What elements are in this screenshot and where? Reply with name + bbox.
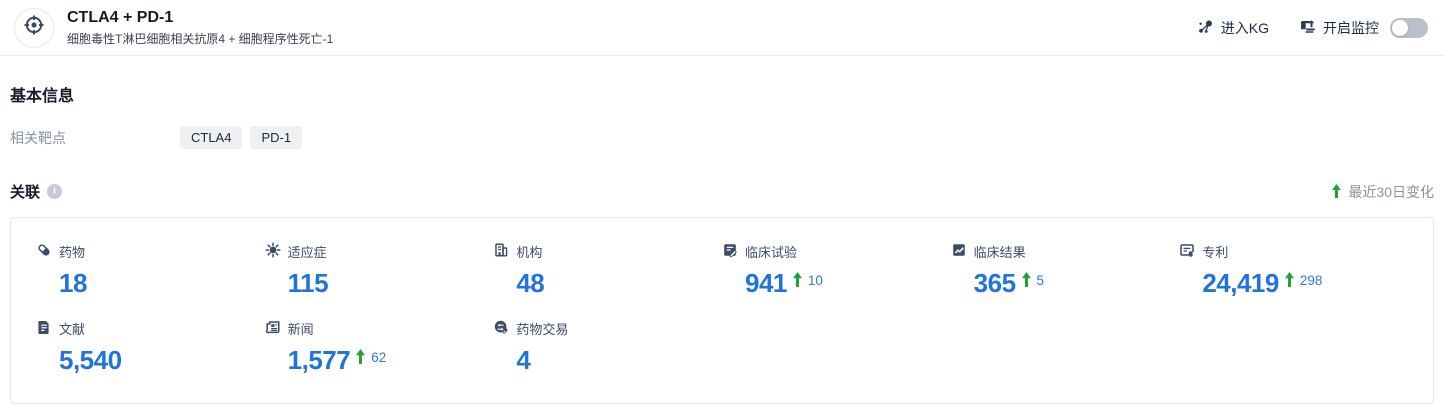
target-tag-ctla4[interactable]: CTLA4 <box>180 126 243 149</box>
enter-kg-label: 进入KG <box>1220 19 1269 36</box>
stat-value: 115 <box>287 268 329 298</box>
stat-delta: 5 <box>1036 273 1045 288</box>
stat-clinical-results[interactable]: 临床结果 365 5 <box>951 242 1180 297</box>
stat-value: 941 <box>745 268 787 298</box>
newspaper-icon <box>265 319 281 338</box>
stat-drug-deals[interactable]: 药物交易 4 <box>493 319 722 374</box>
enter-kg-button[interactable]: 进入KG <box>1197 18 1269 38</box>
certificate-icon <box>1179 242 1195 261</box>
clipboard-pen-icon <box>722 242 738 261</box>
stat-value: 24,419 <box>1202 268 1279 298</box>
related-targets-row: 相关靶点 CTLA4 PD-1 <box>10 126 1434 149</box>
monitor-toggle-knob <box>1392 19 1408 36</box>
up-arrow-icon <box>1284 272 1295 292</box>
stat-indications[interactable]: 适应症 115 <box>265 242 494 297</box>
recent-change-indicator: 最近30日变化 <box>1331 182 1434 202</box>
stat-organizations[interactable]: 机构 48 <box>493 242 722 297</box>
associations-card: 药物 18 <box>10 217 1434 404</box>
target-crosshair-icon <box>23 14 45 41</box>
stat-news[interactable]: 新闻 1,577 62 <box>265 319 494 374</box>
virus-icon <box>265 242 281 261</box>
monitor-label: 开启监控 <box>1323 19 1379 36</box>
pill-icon <box>36 242 52 261</box>
associations-title: 关联 <box>10 184 41 201</box>
info-icon[interactable]: i <box>47 184 63 199</box>
stat-delta: 10 <box>807 273 823 288</box>
monitor-toggle[interactable] <box>1390 17 1428 38</box>
recent-change-label: 最近30日变化 <box>1348 183 1434 200</box>
stat-drugs[interactable]: 药物 18 <box>36 242 265 297</box>
exchange-icon <box>493 319 509 338</box>
monitor-control[interactable]: 开启监控 <box>1299 17 1428 38</box>
page-title: CTLA4 + PD-1 <box>67 8 174 26</box>
stat-delta: 298 <box>1299 273 1323 288</box>
document-icon <box>36 319 52 338</box>
target-pair-avatar <box>14 7 54 48</box>
up-arrow-icon <box>1021 272 1032 292</box>
stat-label: 药物 <box>59 245 86 260</box>
page-subtitle: 细胞毒性T淋巴细胞相关抗原4 + 细胞程序性死亡-1 <box>67 32 334 47</box>
stat-label: 专利 <box>1202 245 1229 260</box>
knowledge-graph-icon <box>1197 18 1214 38</box>
stat-value: 18 <box>59 268 87 298</box>
stat-patents[interactable]: 专利 24,419 298 <box>1179 242 1408 297</box>
stat-value: 5,540 <box>59 345 122 376</box>
stat-label: 药物交易 <box>516 322 569 338</box>
stat-value: 1,577 <box>287 345 351 376</box>
monitor-icon <box>1299 18 1316 38</box>
stat-label: 机构 <box>516 245 543 260</box>
stat-value: 4 <box>516 345 531 376</box>
target-tag-pd1[interactable]: PD-1 <box>250 126 303 149</box>
stat-label: 文献 <box>59 322 86 338</box>
basic-info-title: 基本信息 <box>10 88 75 105</box>
stat-label: 临床结果 <box>973 245 1026 260</box>
stat-label: 临床试验 <box>745 245 798 260</box>
up-arrow-icon <box>1331 184 1342 201</box>
stat-value: 365 <box>973 268 1016 298</box>
stat-label: 适应症 <box>287 245 327 260</box>
trend-chart-icon <box>951 242 967 261</box>
up-arrow-icon <box>792 272 803 292</box>
building-icon <box>493 242 509 261</box>
page-header: CTLA4 + PD-1 细胞毒性T淋巴细胞相关抗原4 + 细胞程序性死亡-1 <box>0 0 1444 56</box>
related-targets-label: 相关靶点 <box>10 129 66 146</box>
up-arrow-icon <box>355 349 366 369</box>
stat-clinical-trials[interactable]: 临床试验 941 10 <box>722 242 951 297</box>
stat-label: 新闻 <box>287 322 314 338</box>
stat-value: 48 <box>516 268 545 298</box>
stat-delta: 62 <box>371 350 387 366</box>
stat-literature[interactable]: 文献 5,540 <box>36 319 265 374</box>
